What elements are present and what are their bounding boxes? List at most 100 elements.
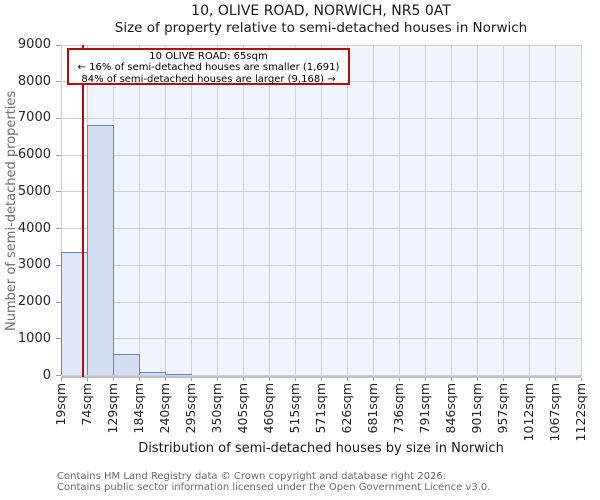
x-tick-label: 791sqm — [416, 382, 432, 433]
gridline-vertical — [450, 45, 452, 376]
histogram-bar — [138, 371, 166, 376]
chart-subtitle: Size of property relative to semi-detach… — [114, 20, 528, 36]
y-tick-label: 4000 — [17, 220, 51, 236]
x-tick-mark — [294, 377, 296, 381]
x-tick-mark — [476, 377, 478, 381]
gridline-vertical — [346, 45, 348, 376]
y-tick-mark — [56, 264, 61, 266]
annotation-smaller-stat: ← 16% of semi-detached houses are smalle… — [77, 62, 340, 74]
x-tick-label: 846sqm — [442, 382, 458, 433]
x-tick-mark — [268, 377, 270, 381]
x-axis-title: Distribution of semi-detached houses by … — [138, 441, 504, 456]
y-tick-mark — [56, 44, 61, 46]
y-tick-label: 6000 — [17, 147, 51, 163]
x-tick-label: 515sqm — [286, 382, 302, 433]
y-tick-mark — [56, 338, 61, 340]
x-tick-mark — [112, 377, 114, 381]
chart-header: 10, OLIVE ROAD, NORWICH, NR5 0AT Size of… — [61, 3, 581, 37]
y-tick-label: 2000 — [17, 294, 51, 310]
x-tick-label: 405sqm — [234, 382, 250, 433]
y-tick-label: 8000 — [17, 73, 51, 89]
gridline-vertical — [476, 45, 478, 376]
footer-line-2: Contains public sector information licen… — [57, 481, 491, 493]
plot-background-tint — [87, 45, 581, 376]
y-tick-mark — [56, 117, 61, 119]
y-tick-mark — [56, 375, 61, 376]
gridline-vertical — [372, 45, 374, 376]
gridline-vertical — [580, 45, 582, 376]
x-tick-mark — [528, 377, 530, 381]
y-tick-mark — [56, 81, 61, 83]
x-tick-label: 240sqm — [156, 382, 172, 433]
gridline-vertical — [60, 45, 62, 376]
y-tick-mark — [56, 301, 61, 303]
y-tick-label: 1000 — [17, 330, 51, 346]
histogram-bar — [86, 125, 114, 376]
gridline-vertical — [138, 45, 140, 376]
annotation-larger-stat: 84% of semi-detached houses are larger (… — [81, 73, 336, 85]
gridline-vertical — [528, 45, 530, 376]
x-tick-label: 681sqm — [364, 382, 380, 433]
x-tick-mark — [190, 377, 192, 381]
histogram-bar — [112, 354, 140, 376]
y-tick-label: 0 — [42, 367, 51, 383]
x-tick-mark — [372, 377, 374, 381]
gridline-vertical — [294, 45, 296, 376]
x-tick-label: 1012sqm — [520, 382, 536, 441]
property-size-marker-line — [81, 45, 84, 377]
x-tick-mark — [86, 377, 88, 381]
gridline-vertical — [502, 45, 504, 376]
x-tick-label: 1067sqm — [546, 382, 562, 441]
x-tick-mark — [580, 377, 582, 381]
x-tick-mark — [346, 377, 348, 381]
gridline-vertical — [398, 45, 400, 376]
footer-attribution: Contains HM Land Registry data © Crown c… — [57, 471, 597, 493]
x-tick-label: 129sqm — [104, 382, 120, 433]
gridline-vertical — [424, 45, 426, 376]
annotation-property-size: 10 OLIVE ROAD: 65sqm — [149, 51, 268, 62]
y-tick-label: 7000 — [17, 110, 51, 126]
y-tick-label: 9000 — [17, 37, 51, 52]
x-tick-mark — [60, 377, 62, 381]
y-tick-mark — [56, 228, 61, 230]
y-tick-mark — [56, 154, 61, 156]
annotation-box: 10 OLIVE ROAD: 65sqm ← 16% of semi-detac… — [67, 48, 350, 85]
chart-title: 10, OLIVE ROAD, NORWICH, NR5 0AT — [191, 3, 451, 19]
x-tick-label: 350sqm — [208, 382, 224, 433]
gridline-vertical — [268, 45, 270, 376]
gridline-vertical — [320, 45, 322, 376]
footer-line-1: Contains HM Land Registry data © Crown c… — [57, 471, 446, 482]
x-tick-label: 19sqm — [52, 382, 68, 426]
gridline-vertical — [216, 45, 218, 376]
x-tick-label: 626sqm — [338, 382, 354, 433]
x-tick-label: 736sqm — [390, 382, 406, 433]
histogram-bar — [164, 374, 192, 376]
x-axis-line — [61, 375, 581, 378]
y-tick-label: 3000 — [17, 257, 51, 273]
x-tick-label: 460sqm — [260, 382, 276, 433]
x-tick-mark — [450, 377, 452, 381]
x-tick-mark — [164, 377, 166, 381]
x-tick-mark — [320, 377, 322, 381]
x-tick-label: 295sqm — [182, 382, 198, 433]
x-tick-label: 571sqm — [312, 382, 328, 433]
x-tick-mark — [554, 377, 556, 381]
x-tick-mark — [424, 377, 426, 381]
x-tick-label: 957sqm — [494, 382, 510, 433]
y-tick-label: 5000 — [17, 183, 51, 199]
gridline-vertical — [190, 45, 192, 376]
x-tick-mark — [216, 377, 218, 381]
x-tick-label: 1122sqm — [572, 382, 588, 441]
x-tick-label: 74sqm — [78, 382, 94, 426]
x-tick-mark — [502, 377, 504, 381]
gridline-vertical — [242, 45, 244, 376]
y-tick-mark — [56, 191, 61, 193]
gridline-vertical — [554, 45, 556, 376]
x-tick-mark — [138, 377, 140, 381]
x-tick-label: 901sqm — [468, 382, 484, 433]
x-tick-label: 184sqm — [130, 382, 146, 433]
x-tick-mark — [398, 377, 400, 381]
gridline-vertical — [164, 45, 166, 376]
x-tick-mark — [242, 377, 244, 381]
